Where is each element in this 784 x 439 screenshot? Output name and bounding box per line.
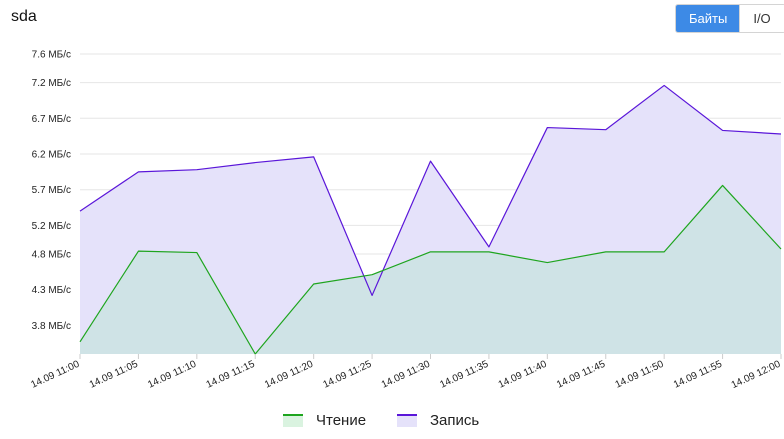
y-tick-label: 7.2 МБ/с <box>32 78 71 89</box>
x-tick-label: 14.09 11:50 <box>614 359 666 391</box>
legend-item-write[interactable]: Запись <box>397 410 479 430</box>
x-axis-ticks: 14.09 11:00 14.09 11:05 14.09 11:10 14.09 1… <box>29 354 783 391</box>
series-lines <box>79 84 782 355</box>
legend-swatch-read <box>283 413 303 427</box>
y-tick-label: 5.2 МБ/с <box>32 221 71 232</box>
y-tick-label: 4.3 МБ/с <box>32 285 71 296</box>
y-axis-ticks: 3.8 МБ/с 4.3 МБ/с 4.8 МБ/с 5.2 МБ/с 5.7 МБ/с… <box>32 50 71 332</box>
throughput-chart: 3.8 МБ/с 4.3 МБ/с 4.8 МБ/с 5.2 МБ/с 5.7 МБ/с… <box>29 50 783 392</box>
bytes-toggle-button[interactable]: Байты <box>676 5 740 32</box>
x-tick-label: 14.09 11:05 <box>88 359 140 391</box>
y-tick-label: 6.7 МБ/с <box>32 114 71 125</box>
x-tick-label: 14.09 11:15 <box>205 359 257 391</box>
line-write <box>79 84 782 297</box>
legend-item-read[interactable]: Чтение <box>283 410 366 430</box>
x-tick-label: 14.09 12:00 <box>730 359 783 391</box>
series-areas <box>80 85 781 355</box>
x-tick-label: 14.09 11:45 <box>555 359 607 391</box>
y-tick-label: 4.8 МБ/с <box>32 250 71 261</box>
chart-legend: Чтение Запись <box>0 410 784 432</box>
x-tick-label: 14.09 11:55 <box>672 359 724 391</box>
legend-label-write: Запись <box>430 411 480 429</box>
x-tick-label: 14.09 11:10 <box>146 359 198 391</box>
x-tick-label: 14.09 11:35 <box>438 359 490 391</box>
device-title: sda <box>11 8 37 25</box>
line-read <box>79 184 782 355</box>
x-tick-label: 14.09 11:00 <box>29 359 81 391</box>
x-tick-label: 14.09 11:20 <box>263 359 315 391</box>
x-tick-label: 14.09 11:40 <box>497 359 549 391</box>
y-tick-label: 5.7 МБ/с <box>32 185 71 196</box>
legend-swatch-write <box>397 413 417 427</box>
y-tick-label: 6.2 МБ/с <box>32 150 71 161</box>
unit-toggle: Байты I/O <box>675 4 784 33</box>
io-toggle-button[interactable]: I/O <box>739 5 784 32</box>
legend-label-read: Чтение <box>316 411 367 429</box>
y-tick-label: 7.6 МБ/с <box>32 50 71 61</box>
y-tick-label: 3.8 МБ/с <box>32 321 71 332</box>
area-read <box>80 185 781 354</box>
x-tick-label: 14.09 11:30 <box>380 359 432 391</box>
x-tick-label: 14.09 11:25 <box>321 359 373 391</box>
